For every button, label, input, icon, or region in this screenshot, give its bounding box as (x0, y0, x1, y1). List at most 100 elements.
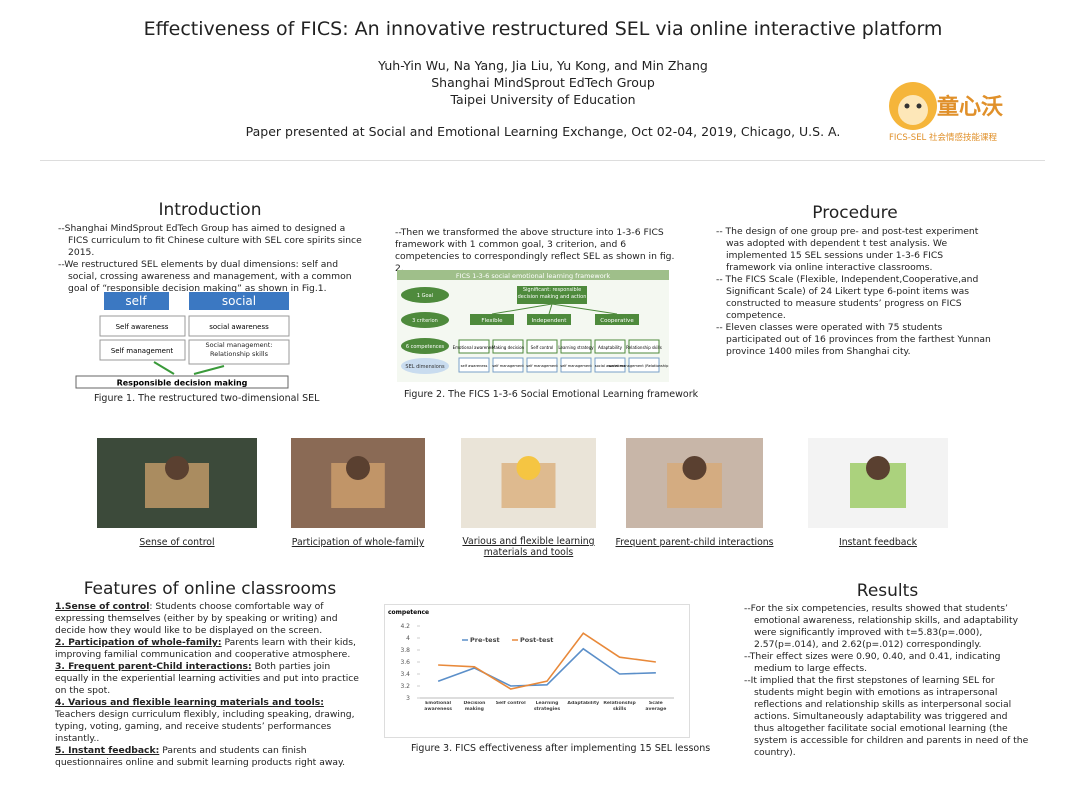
feature-item: 4. Various and flexible learning materia… (55, 697, 365, 745)
fig-label: Cooperative (600, 318, 634, 324)
fig-connector (548, 303, 553, 315)
feature-text: Teachers design curriculum flexibly, inc… (55, 709, 355, 744)
level-badge (401, 312, 449, 328)
x-tick-wrap: Adaptability (567, 701, 599, 706)
fig-box (594, 339, 626, 354)
x-tick-label: Emotional awareness (424, 701, 452, 712)
logo-icon (898, 95, 928, 125)
fig-wrap: Significant: responsible decision making… (518, 287, 587, 300)
fig-label: 6 competences (406, 344, 445, 350)
x-tick-wrap: Decision making (463, 701, 486, 712)
fig-box (104, 292, 169, 310)
fig-box (560, 357, 592, 373)
fig-box (458, 339, 490, 354)
section-heading: Features of online classrooms (83, 579, 337, 599)
fig-box (595, 314, 639, 325)
y-axis-label: competence (388, 609, 429, 616)
logo: 童心沃 FICS-SEL 社会情感技能课程 (889, 82, 1003, 143)
feature-item: 2. Participation of whole-family: Parent… (55, 637, 365, 661)
feature-lead: 3. Frequent parent-Child interactions: (55, 661, 252, 672)
section-heading: Procedure (812, 203, 898, 223)
x-tick-label: Scale average (645, 701, 667, 712)
figure-1: self social Self awareness social awaren… (75, 292, 290, 389)
procedure-text: -- The design of one group pre- and post… (716, 226, 991, 358)
paragraph: --We restructured SEL elements by dual d… (58, 259, 352, 294)
fig-bar (397, 270, 669, 280)
fig-label: Self awareness (116, 323, 169, 331)
photo-detail (682, 456, 707, 480)
photo-detail (346, 456, 370, 480)
title: Effectiveness of FICS: An innovative res… (143, 18, 943, 40)
photo-detail (866, 456, 890, 480)
photo-detail (516, 456, 541, 480)
fig-box (527, 314, 571, 325)
fig-box (594, 357, 626, 373)
caption: Figure 2. The FICS 1-3-6 Social Emotiona… (404, 389, 699, 400)
fig-label: social management (Relationship skills) (608, 364, 669, 368)
feature-lead: 2. Participation of whole-family: (55, 637, 222, 648)
y-tick-label: 3 (406, 695, 410, 702)
fig-label: Making decision (492, 345, 525, 350)
y-tick-label: 3.8 (400, 647, 410, 654)
photo (461, 438, 596, 528)
affiliation: Shanghai MindSprout EdTech Group (431, 75, 655, 90)
fig-box (99, 339, 186, 361)
photo (97, 438, 257, 528)
feature-item: 5. Instant feedback: Parents and student… (55, 745, 365, 769)
fig-box (458, 357, 490, 373)
fig-label: 3 criterion (412, 318, 438, 324)
fig-box (75, 375, 289, 389)
figure-2: FICS 1-3-6 social emotional learning fra… (397, 270, 669, 382)
y-tick-label: 3.4 (400, 671, 410, 678)
fig-label: Flexible (481, 318, 503, 324)
photo-detail (165, 456, 189, 480)
fig-label: Relationship skills (626, 345, 662, 350)
photo (808, 438, 948, 528)
paragraph: -- The FICS Scale (Flexible, Independent… (716, 274, 979, 321)
x-tick-label: Decision making (463, 701, 486, 712)
photo (291, 438, 425, 528)
fig-box (628, 339, 660, 354)
chart: competence 3 3.2 3.4 3.6 3.8 4 4.2 Emotional aw… (384, 604, 690, 738)
photo-caption: Instant feedback (838, 537, 918, 548)
fig-box (189, 292, 289, 310)
x-tick-label: Self control (495, 701, 526, 706)
fig-box (492, 357, 524, 373)
y-tick-label: 3.2 (400, 683, 410, 690)
fig-label: social (222, 294, 256, 308)
fig-label: Adaptability (598, 345, 623, 350)
fig-label: self management (560, 364, 592, 368)
photo-caption: Various and flexible learning materials … (462, 536, 595, 558)
fig-label: Responsible decision making (117, 379, 248, 388)
photo-caption: Sense of control (139, 537, 215, 548)
fig-box (99, 315, 186, 337)
section-heading: Introduction (158, 200, 262, 220)
fig-label: 1 Goal (417, 293, 433, 299)
fig-arrow (153, 361, 225, 375)
y-tick-label: 4 (406, 635, 410, 642)
fig-box (628, 357, 660, 373)
fig-label: Learning strategy (558, 345, 594, 350)
photo (626, 438, 763, 528)
paragraph: --For the six competencies, results show… (744, 603, 1019, 650)
fig-box (517, 286, 587, 304)
fig-box (470, 314, 514, 325)
level-badge (401, 287, 449, 303)
x-tick-wrap: Scale average (645, 701, 667, 712)
fig-label: FICS 1-3-6 social emotional learning fra… (456, 272, 611, 280)
y-tick-label: 3.6 (400, 659, 410, 666)
section-heading: Results (856, 581, 919, 601)
chart-frame (384, 604, 690, 738)
feature-lead: 4. Various and flexible learning materia… (55, 697, 324, 708)
feature-lead: 5. Instant feedback: (55, 745, 160, 756)
level-badge (401, 358, 449, 374)
logo-name: 童心沃 (937, 94, 1003, 120)
fig-label: Self management (111, 347, 174, 355)
caption: Figure 1. The restructured two-dimension… (94, 393, 320, 404)
x-tick-wrap: Learning strategies (534, 701, 560, 712)
photo-caption: Participation of whole-family (291, 537, 425, 548)
photo-caption: Frequent parent-child interactions (615, 537, 774, 548)
x-tick-wrap: Emotional awareness (424, 701, 452, 712)
paragraph: --It implied that the first stepstones o… (744, 675, 1029, 758)
